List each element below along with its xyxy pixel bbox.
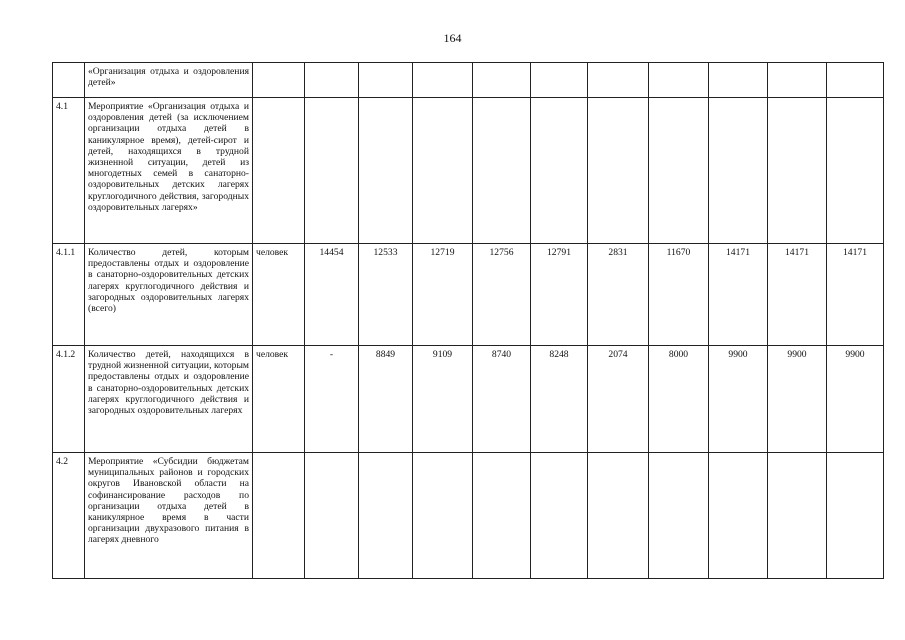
value-cell bbox=[304, 452, 359, 579]
indicator-name-cell: Количество детей, находящихся в трудной … bbox=[84, 345, 253, 453]
value-cell bbox=[708, 97, 768, 244]
table-row: 4.2 Мероприятие «Субсидии бюджетам муници… bbox=[52, 452, 884, 579]
value-cell: 8849 bbox=[358, 345, 413, 453]
value-cell bbox=[358, 97, 413, 244]
value-cell bbox=[826, 62, 884, 98]
value-cell bbox=[472, 97, 531, 244]
value-cell: 8248 bbox=[530, 345, 588, 453]
value-cell: 8000 bbox=[648, 345, 709, 453]
table-row: «Организация отдыха и оздоровления детей… bbox=[52, 62, 884, 98]
value-cell: 9109 bbox=[412, 345, 473, 453]
table-row: 4.1.2 Количество детей, находящихся в тру… bbox=[52, 345, 884, 453]
value-cell: - bbox=[304, 345, 359, 453]
value-cell: 9900 bbox=[826, 345, 884, 453]
value-cell bbox=[587, 62, 649, 98]
value-cell: 14454 bbox=[304, 243, 359, 346]
indicator-name-cell: Количество детей, которым предоставлены … bbox=[84, 243, 253, 346]
value-cell bbox=[826, 97, 884, 244]
value-cell bbox=[530, 62, 588, 98]
value-cell: 12756 bbox=[472, 243, 531, 346]
value-cell: 12719 bbox=[412, 243, 473, 346]
value-cell bbox=[472, 452, 531, 579]
value-cell bbox=[472, 62, 531, 98]
value-cell: 2831 bbox=[587, 243, 649, 346]
value-cell: 14171 bbox=[767, 243, 827, 346]
value-cell: 9900 bbox=[767, 345, 827, 453]
value-cell bbox=[648, 452, 709, 579]
indicators-table: «Организация отдыха и оздоровления детей… bbox=[52, 62, 884, 579]
indicator-name-cell: Мероприятие «Организация отдыха и оздоро… bbox=[84, 97, 253, 244]
value-cell: 9900 bbox=[708, 345, 768, 453]
value-cell bbox=[304, 97, 359, 244]
value-cell bbox=[587, 452, 649, 579]
value-cell bbox=[708, 452, 768, 579]
row-number-cell: 4.1 bbox=[52, 97, 85, 244]
unit-cell bbox=[252, 62, 305, 98]
value-cell: 2074 bbox=[587, 345, 649, 453]
unit-cell bbox=[252, 97, 305, 244]
value-cell bbox=[767, 97, 827, 244]
value-cell: 14171 bbox=[708, 243, 768, 346]
row-number-cell bbox=[52, 62, 85, 98]
value-cell: 8740 bbox=[472, 345, 531, 453]
value-cell bbox=[530, 452, 588, 579]
value-cell bbox=[587, 97, 649, 244]
value-cell bbox=[530, 97, 588, 244]
unit-cell: человек bbox=[252, 243, 305, 346]
value-cell bbox=[708, 62, 768, 98]
value-cell: 11670 bbox=[648, 243, 709, 346]
value-cell bbox=[412, 62, 473, 98]
value-cell bbox=[648, 62, 709, 98]
value-cell bbox=[826, 452, 884, 579]
indicator-name-cell: «Организация отдыха и оздоровления детей… bbox=[84, 62, 253, 98]
page-number: 164 bbox=[443, 31, 462, 45]
table-row: 4.1 Мероприятие «Организация отдыха и озд… bbox=[52, 97, 884, 244]
value-cell bbox=[304, 62, 359, 98]
unit-cell: человек bbox=[252, 345, 305, 453]
table-row: 4.1.1 Количество детей, которым предостав… bbox=[52, 243, 884, 346]
value-cell bbox=[412, 97, 473, 244]
value-cell bbox=[412, 452, 473, 579]
value-cell: 12533 bbox=[358, 243, 413, 346]
value-cell bbox=[767, 452, 827, 579]
indicator-name-cell: Мероприятие «Субсидии бюджетам муниципал… bbox=[84, 452, 253, 579]
value-cell bbox=[358, 62, 413, 98]
row-number-cell: 4.2 bbox=[52, 452, 85, 579]
row-number-cell: 4.1.2 bbox=[52, 345, 85, 453]
unit-cell bbox=[252, 452, 305, 579]
value-cell bbox=[767, 62, 827, 98]
value-cell bbox=[358, 452, 413, 579]
row-number-cell: 4.1.1 bbox=[52, 243, 85, 346]
value-cell: 12791 bbox=[530, 243, 588, 346]
value-cell: 14171 bbox=[826, 243, 884, 346]
value-cell bbox=[648, 97, 709, 244]
